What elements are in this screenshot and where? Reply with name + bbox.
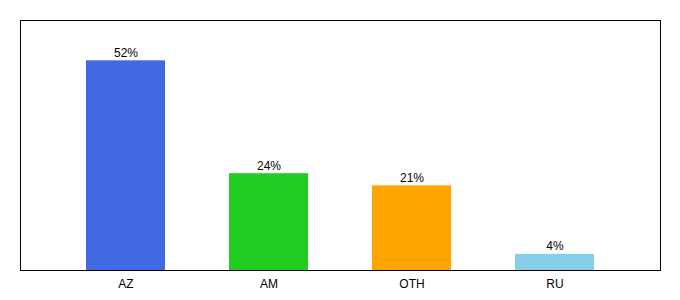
svg-text:24%: 24% xyxy=(257,159,281,173)
svg-text:AZ: AZ xyxy=(118,277,133,291)
svg-text:OTH: OTH xyxy=(399,277,424,291)
svg-text:RU: RU xyxy=(546,277,563,291)
svg-text:21%: 21% xyxy=(400,171,424,185)
svg-text:52%: 52% xyxy=(114,46,138,60)
svg-text:AM: AM xyxy=(260,277,278,291)
svg-text:4%: 4% xyxy=(546,239,564,253)
